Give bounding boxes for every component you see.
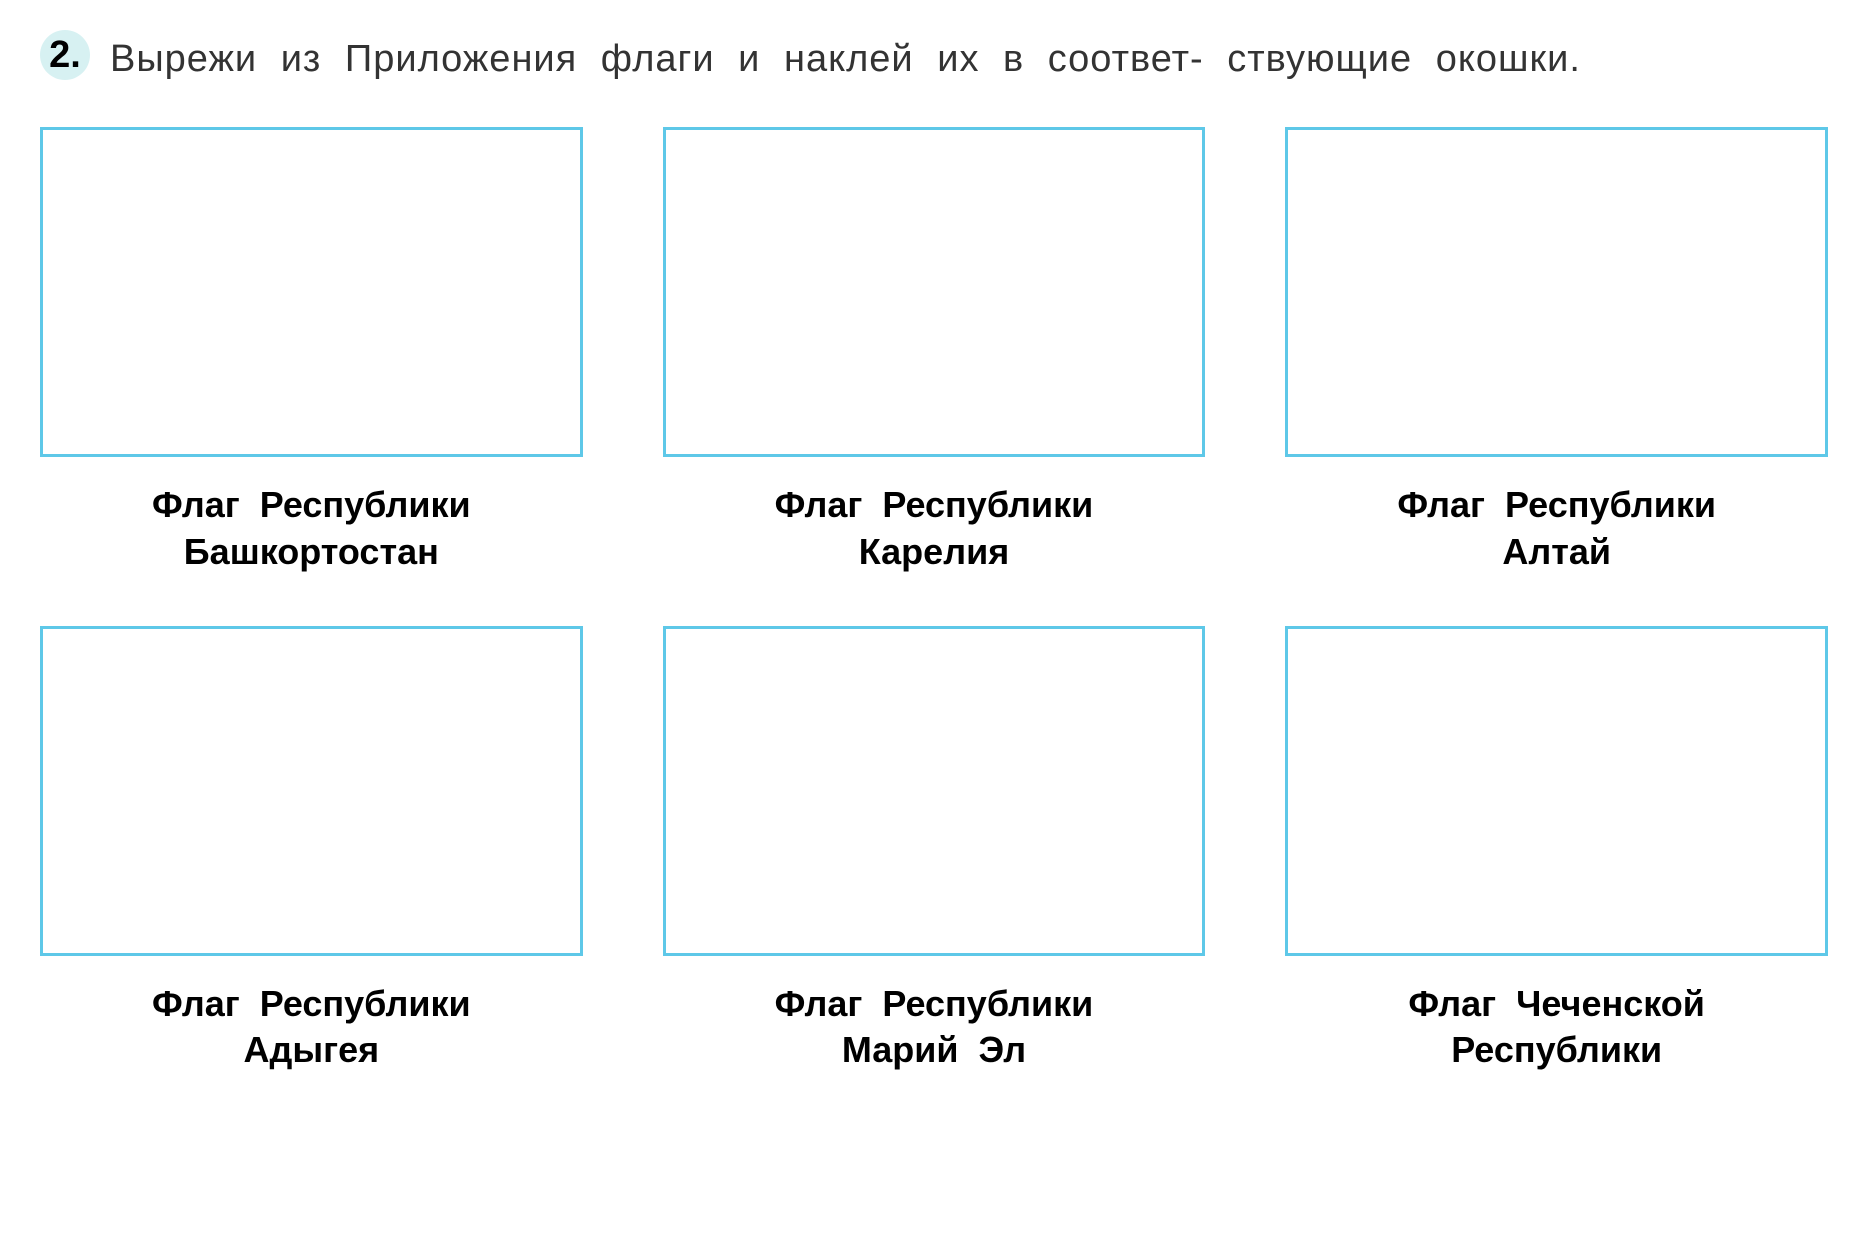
flag-cell-chechen: Флаг Чеченской Республики: [1285, 626, 1828, 1075]
flag-box: [663, 626, 1206, 956]
flag-cell-karelia: Флаг Республики Карелия: [663, 127, 1206, 576]
flag-grid: Флаг Республики Башкортостан Флаг Респуб…: [40, 127, 1828, 1074]
flag-cell-adygea: Флаг Республики Адыгея: [40, 626, 583, 1075]
flag-box: [40, 127, 583, 457]
flag-caption: Флаг Чеченской Республики: [1408, 981, 1705, 1075]
question-header: 2. Вырежи из Приложения флаги и наклей и…: [40, 30, 1828, 87]
question-number-text: 2.: [49, 34, 81, 77]
flag-box: [40, 626, 583, 956]
question-text: Вырежи из Приложения флаги и наклей их в…: [110, 30, 1581, 87]
flag-caption: Флаг Республики Марий Эл: [775, 981, 1094, 1075]
flag-box: [1285, 626, 1828, 956]
flag-cell-mari-el: Флаг Республики Марий Эл: [663, 626, 1206, 1075]
flag-box: [663, 127, 1206, 457]
flag-cell-bashkortostan: Флаг Республики Башкортостан: [40, 127, 583, 576]
flag-cell-altai: Флаг Республики Алтай: [1285, 127, 1828, 576]
flag-caption: Флаг Республики Алтай: [1397, 482, 1716, 576]
flag-caption: Флаг Республики Башкортостан: [152, 482, 471, 576]
flag-box: [1285, 127, 1828, 457]
flag-caption: Флаг Республики Адыгея: [152, 981, 471, 1075]
question-number-badge: 2.: [40, 30, 90, 80]
flag-caption: Флаг Республики Карелия: [775, 482, 1094, 576]
